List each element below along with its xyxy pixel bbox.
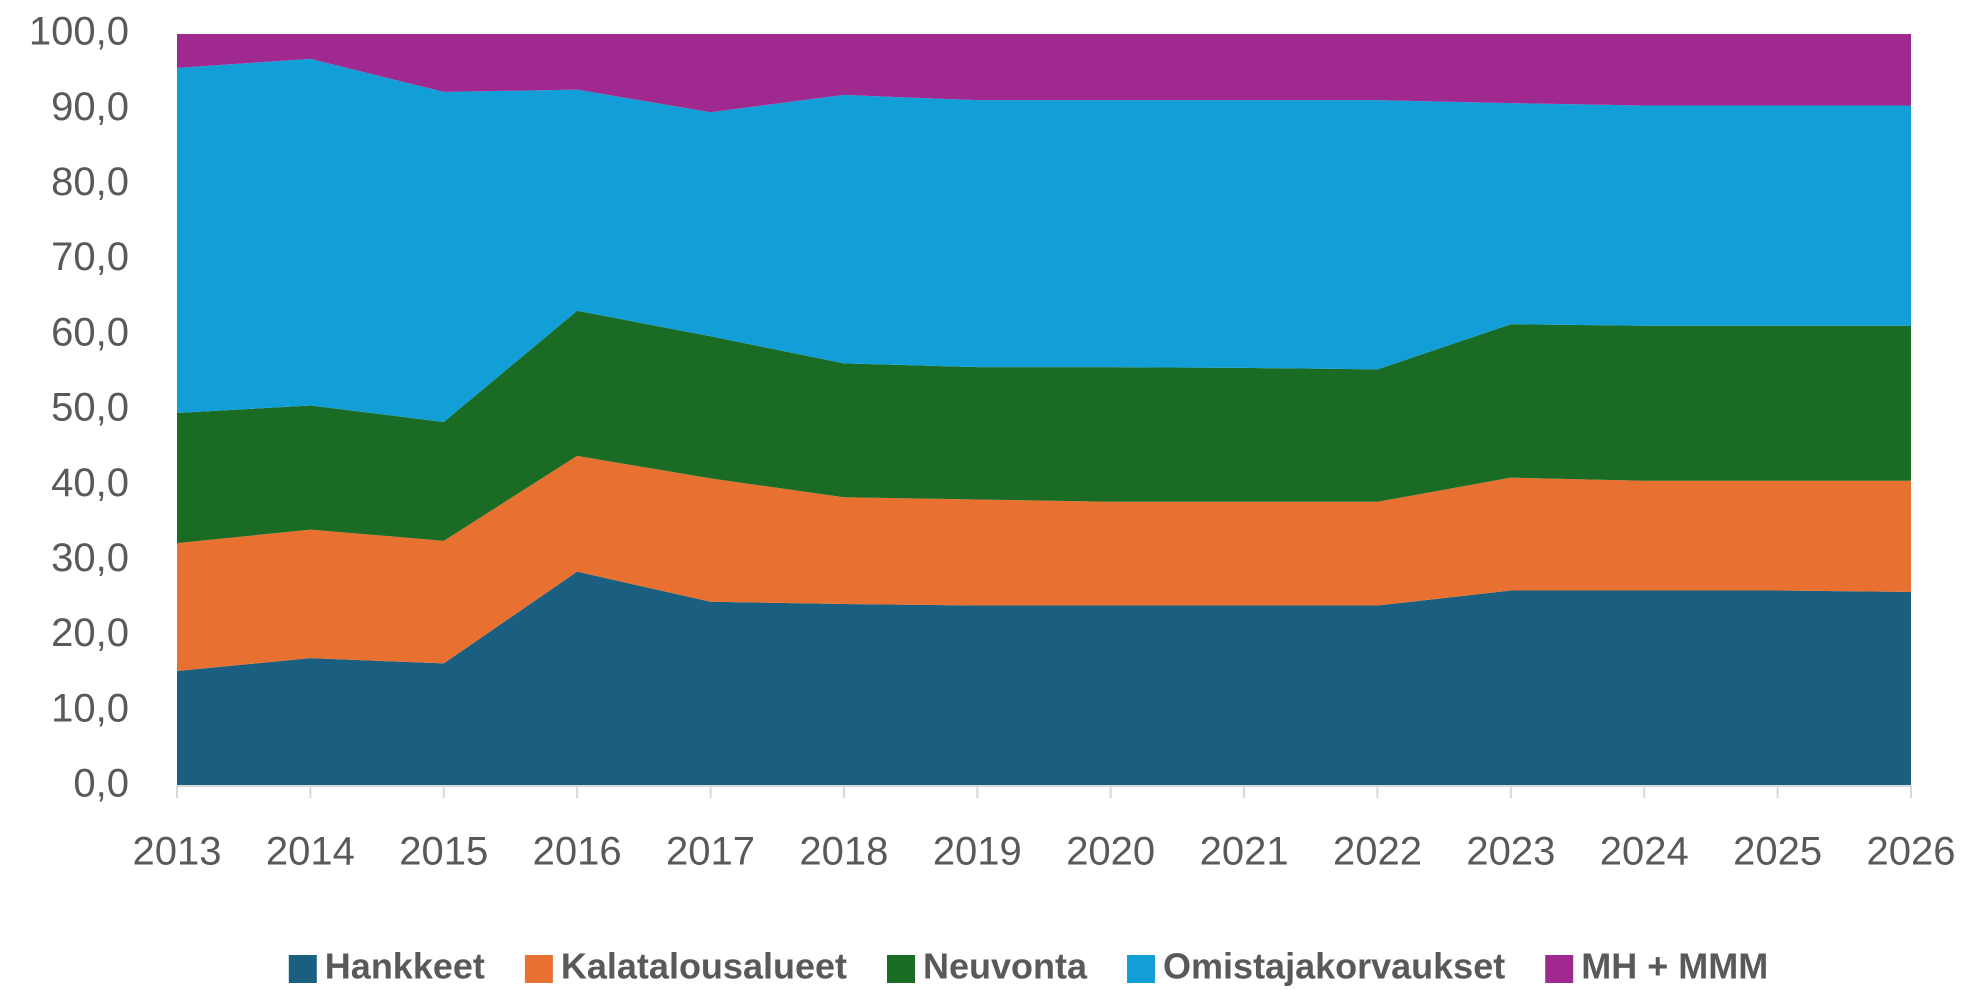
y-tick-label: 40,0	[51, 461, 129, 505]
legend: Hankkeet Kalatalousalueet Neuvonta Omistaja…	[288, 946, 1768, 987]
x-tick-label: 2024	[1600, 830, 1689, 874]
y-tick-label: 10,0	[51, 686, 129, 730]
x-tick-label: 2016	[533, 830, 622, 874]
y-tick-label: 20,0	[51, 611, 129, 655]
x-tick-label: 2014	[266, 830, 355, 874]
legend-swatch	[1545, 955, 1574, 983]
area	[177, 58, 1911, 423]
area	[177, 34, 1911, 113]
x-tick-label: 2020	[1066, 830, 1155, 874]
x-tick-label: 2015	[399, 830, 488, 874]
y-tick-label: 80,0	[51, 160, 129, 204]
y-tick-label: 50,0	[51, 386, 129, 430]
legend-swatch	[288, 955, 317, 983]
x-tick-label: 2021	[1200, 830, 1289, 874]
legend-label: Neuvonta	[923, 946, 1088, 987]
area	[177, 571, 1911, 786]
x-tick-label: 2013	[133, 830, 222, 874]
legend-swatch	[524, 955, 553, 983]
y-tick-label: 100,0	[29, 10, 129, 54]
x-tick-label: 2022	[1333, 830, 1422, 874]
x-tick-label: 2019	[933, 830, 1022, 874]
y-tick-label: 0,0	[73, 762, 129, 806]
area	[177, 310, 1911, 544]
legend-label: Omistajakorvaukset	[1163, 946, 1505, 987]
x-tick-label: 2025	[1733, 830, 1822, 874]
legend-swatch	[1127, 955, 1156, 983]
y-tick-label: 90,0	[51, 85, 129, 129]
x-tick-label: 2017	[666, 830, 755, 874]
x-tick-label: 2023	[1466, 830, 1555, 874]
y-tick-label: 70,0	[51, 235, 129, 279]
area	[177, 455, 1911, 671]
legend-label: Hankkeet	[325, 946, 485, 987]
y-tick-label: 30,0	[51, 536, 129, 580]
legend-label: MH + MMM	[1581, 946, 1768, 987]
x-tick-label: 2018	[799, 830, 888, 874]
y-tick-label: 60,0	[51, 310, 129, 354]
legend-swatch	[887, 955, 915, 983]
x-tick-label: 2026	[1867, 830, 1956, 874]
legend-label: Kalatalousalueet	[561, 946, 847, 987]
